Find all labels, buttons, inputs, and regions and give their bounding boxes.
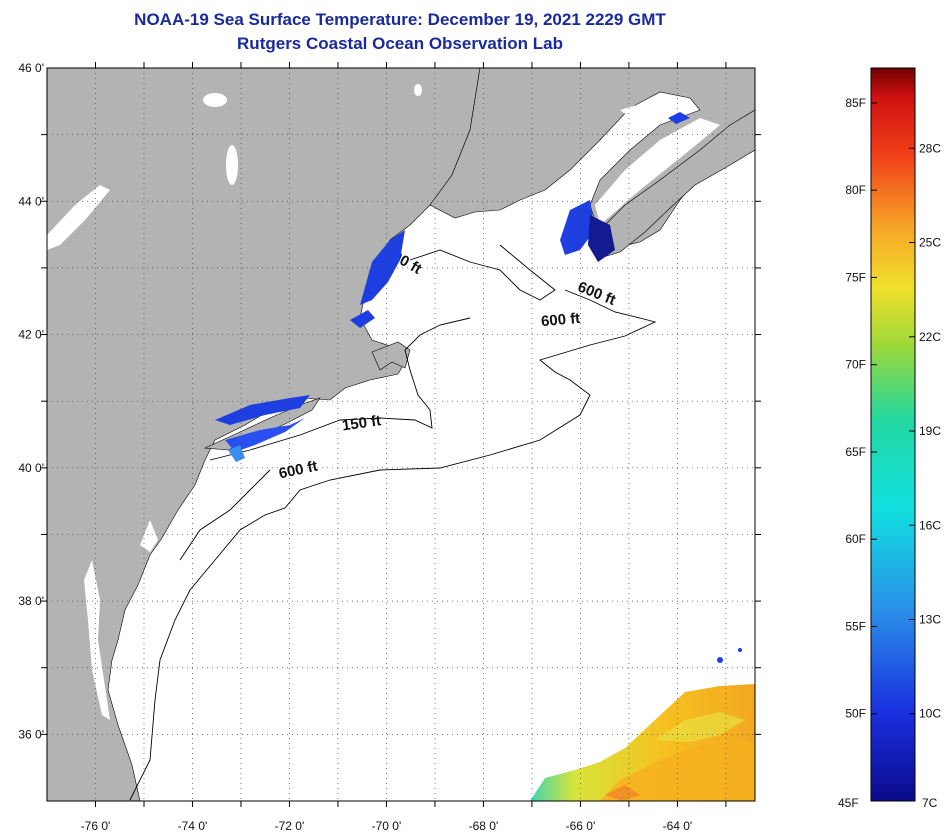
longitude-axis: -76 0' -74 0' -72 0' -70 0' -68 0' -66 0' -64 … [81,62,727,832]
contour-150ft [209,317,471,461]
lat-tick-label: 40 0' [18,461,44,475]
cold-sst-patches [215,112,690,462]
lake [414,84,422,96]
colorbar-label-c: 28C [919,141,941,155]
colorbar-label-c: 22C [919,330,941,344]
map-title: NOAA-19 Sea Surface Temperature: Decembe… [134,10,666,29]
contour-inner [179,469,271,561]
bathymetry-contours [129,244,657,801]
lat-tick-label: 46 0' [18,61,44,75]
colorbar-min-c: 7C [922,796,938,810]
gulf-of-st-lawrence [620,98,690,125]
latitude-axis: 46 0' 44 0' 42 0' 40 0' 38 0' 36 0' [18,61,761,741]
lake [226,145,238,185]
lon-tick-label: -70 0' [372,819,402,832]
contour-label: 600 ft [540,310,581,330]
bay-of-fundy [595,118,720,225]
colorbar-label-f: 60F [845,532,866,546]
colorbar-fahrenheit-labels: 85F 80F 75F 70F 65F 60F 55F 50F [845,96,877,721]
colorbar-celsius-labels: 28C 25C 22C 19C 16C 13C 10C [909,141,941,721]
map-subtitle: Rutgers Coastal Ocean Observation Lab [237,34,563,53]
lon-tick-label: -64 0' [663,819,693,832]
lake-ontario [47,185,110,250]
colorbar-label-f: 85F [845,96,866,110]
colorbar-label-c: 10C [919,707,941,721]
colorbar-label-f: 55F [845,619,866,633]
colorbar-label-c: 16C [919,518,941,532]
chesapeake-bay [84,560,110,720]
lon-tick-label: -66 0' [566,819,596,832]
delaware-bay [140,520,158,552]
colorbar [870,67,916,802]
contour-label: 150 ft [341,412,382,434]
map-frame [46,67,756,802]
lon-tick-label: -74 0' [178,819,208,832]
colorbar-label-c: 13C [919,612,941,626]
lon-tick-label: -72 0' [275,819,305,832]
lat-tick-label: 36 0' [18,727,44,741]
contour-600ft-outer [129,289,657,801]
contour-gom [409,244,556,301]
colorbar-label-f: 65F [845,445,866,459]
colorbar-min-f: 45F [838,796,859,810]
colorbar-label-f: 75F [845,270,866,284]
cape-cod [371,341,411,371]
lake [203,93,227,107]
colorbar-label-c: 19C [919,424,941,438]
lat-tick-label: 42 0' [18,328,44,342]
colorbar-label-f: 70F [845,358,866,372]
colorbar-label-c: 25C [919,236,941,250]
grid-lines [47,68,755,801]
lon-tick-label: -76 0' [81,819,111,832]
lon-tick-label: -68 0' [469,819,499,832]
warm-sst-region [530,648,755,801]
colorbar-label-f: 50F [845,707,866,721]
lat-tick-label: 44 0' [18,194,44,208]
lat-tick-label: 38 0' [18,594,44,608]
nova-scotia [597,109,755,259]
colorbar-label-f: 80F [845,183,866,197]
